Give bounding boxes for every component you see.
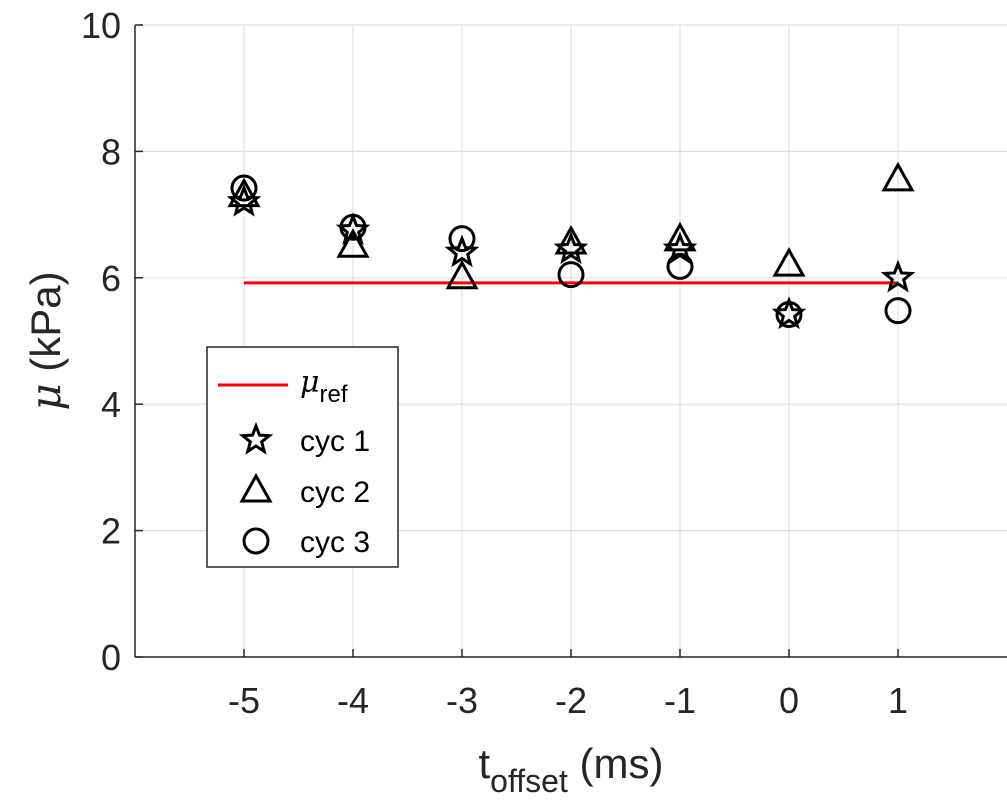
legend-label-cyc3: cyc 3 — [300, 526, 370, 559]
x-tick-label-1: -4 — [337, 680, 369, 721]
point-triangle-2-6 — [881, 161, 915, 192]
y-tick-label-1: 2 — [101, 511, 121, 552]
x-tick-label-2: -3 — [446, 680, 478, 721]
y-tick-label-4: 8 — [101, 131, 121, 172]
point-circle-3-6 — [884, 297, 912, 325]
x-axis-subscript: offset — [490, 763, 568, 799]
point-circle-3-0 — [230, 174, 258, 202]
x-tick-label-4: -1 — [664, 680, 696, 721]
point-triangle-2-0 — [227, 177, 261, 208]
point-circle-3-2 — [448, 225, 476, 253]
point-circle-3-5 — [775, 300, 803, 328]
legend: μref cyc 1 cyc 2 cyc 3 — [206, 346, 399, 568]
legend-marker-star — [238, 421, 274, 455]
point-circle-3-1 — [339, 213, 367, 241]
y-tick-label-3: 6 — [101, 258, 121, 299]
point-star-1-6 — [880, 259, 916, 293]
legend-marker-circle — [242, 527, 270, 555]
legend-ref-label: μref — [300, 365, 348, 408]
point-triangle-2-1 — [336, 228, 370, 258]
y-tick-label-2: 4 — [101, 384, 121, 425]
point-star-1-2 — [444, 234, 480, 268]
point-star-1-1 — [335, 212, 371, 246]
x-axis-main: t — [479, 740, 491, 787]
point-circle-3-4 — [666, 252, 694, 280]
x-axis-label: toffset (ms) — [479, 740, 664, 799]
point-circle-3-3 — [557, 261, 585, 289]
x-tick-label-0: -5 — [228, 680, 260, 721]
legend-marker-triangle — [239, 472, 273, 503]
point-triangle-2-4 — [663, 221, 697, 252]
y-tick-label-5: 10 — [81, 5, 121, 46]
legend-label-cyc2: cyc 2 — [300, 476, 370, 509]
x-tick-label-5: 0 — [779, 680, 799, 721]
point-triangle-2-2 — [445, 259, 479, 290]
x-tick-label-6: 1 — [888, 680, 908, 721]
y-axis-unit: (kPa) — [22, 271, 69, 383]
axes — [134, 24, 1007, 658]
y-axis-symbol: μ — [21, 383, 70, 410]
point-triangle-2-3 — [554, 224, 588, 255]
y-axis-label: μ (kPa) — [21, 271, 70, 410]
data-points — [226, 161, 916, 330]
legend-label-cyc1: cyc 1 — [300, 425, 370, 458]
x-tick-label-3: -2 — [555, 680, 587, 721]
legend-ref-subscript: ref — [320, 381, 348, 408]
point-triangle-2-5 — [772, 247, 806, 277]
y-tick-label-0: 0 — [101, 637, 121, 678]
legend-ref-symbol: μ — [300, 365, 320, 400]
legend-markers — [238, 421, 274, 555]
x-axis-unit: (ms) — [568, 740, 664, 787]
